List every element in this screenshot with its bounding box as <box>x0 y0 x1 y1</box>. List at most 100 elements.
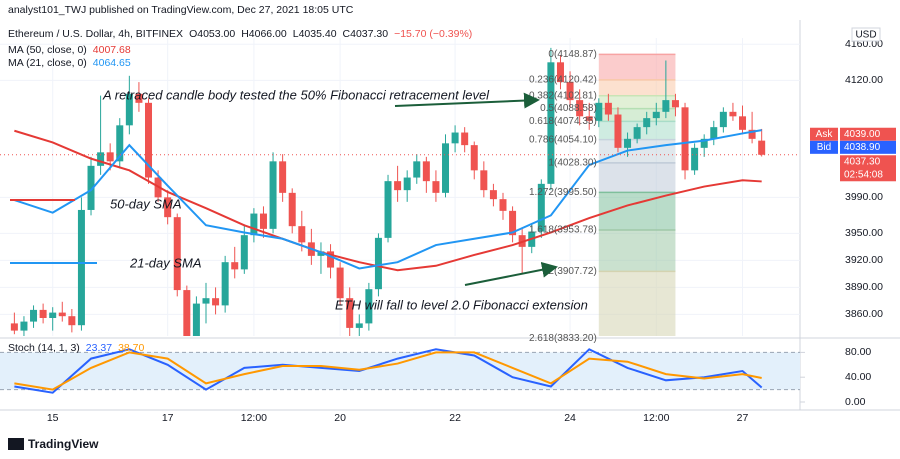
candle-body <box>432 181 440 193</box>
candle-body <box>288 192 296 227</box>
series-line <box>14 129 762 272</box>
candle-body <box>758 140 766 155</box>
candle-body <box>116 125 124 162</box>
candle-body <box>710 127 718 139</box>
candle-body <box>576 100 584 117</box>
candle-body <box>499 199 507 211</box>
fib-label: 0.618(4074.35) <box>529 116 597 127</box>
annotation: ETH will fall to level 2.0 Fibonacci ext… <box>335 297 588 312</box>
price-box-name: Bid <box>817 142 831 153</box>
candle-body <box>633 127 641 139</box>
candle-body <box>461 132 469 146</box>
y-tick-label: 3990.00 <box>845 191 883 203</box>
candle-body <box>202 298 210 304</box>
x-tick-label: 22 <box>449 412 461 424</box>
legend-text: Ethereum / U.S. Dollar, 4h, BITFINEX <box>8 28 183 40</box>
price-box-label: 4038.90 <box>844 142 881 153</box>
fib-band <box>598 271 676 336</box>
candle-body <box>336 267 344 299</box>
candle-body <box>355 323 363 328</box>
countdown: 02:54:08 <box>844 169 883 180</box>
candle-body <box>346 298 354 328</box>
fib-label: 0.382(4102.81) <box>529 90 597 101</box>
annotation: 21-day SMA <box>129 255 202 270</box>
fib-band <box>598 54 676 80</box>
x-tick-label: 24 <box>564 412 576 424</box>
y-tick-label: 80.00 <box>845 346 871 358</box>
candle-body <box>30 309 38 322</box>
candle-body <box>87 165 95 210</box>
candle-body <box>20 321 28 331</box>
candle-body <box>39 309 47 318</box>
legend-text: Stoch (14, 1, 3) <box>8 342 80 354</box>
x-tick-label: 12:00 <box>643 412 669 424</box>
candle-body <box>681 107 689 171</box>
fib-label: 0.5(4088.58) <box>540 103 597 114</box>
candle-body <box>451 132 459 144</box>
arrow <box>394 92 540 109</box>
candle-body <box>183 290 191 336</box>
candle-body <box>97 152 105 166</box>
legend-text: −15.70 (−0.39%) <box>394 28 472 40</box>
candle-body <box>212 298 220 306</box>
candle-body <box>662 100 670 112</box>
candle-body <box>240 235 248 270</box>
price-box-label: 4037.30 <box>844 156 881 167</box>
candle-body <box>470 145 478 171</box>
currency: USD <box>855 30 876 41</box>
legend-entry: MA (50, close, 0) 4007.68 <box>8 44 131 56</box>
candle-body <box>719 111 727 128</box>
candle-body <box>106 152 114 162</box>
price-box <box>840 127 896 141</box>
candle-body <box>652 111 660 119</box>
legend-text: O4053.00 <box>189 28 235 40</box>
candle-body <box>547 62 555 184</box>
candle-body <box>691 147 699 171</box>
candle-body <box>298 226 306 243</box>
candle-body <box>614 114 622 148</box>
candle-body <box>365 289 373 324</box>
x-tick-label: 20 <box>334 412 346 424</box>
legend-text: C4037.30 <box>343 28 389 40</box>
candle-body <box>509 210 517 236</box>
candle-body <box>10 323 18 331</box>
candle-body <box>624 138 632 148</box>
candle-body <box>480 170 488 191</box>
fib-label: 0.786(4054.10) <box>529 134 597 145</box>
y-tick-label: 3860.00 <box>845 308 883 320</box>
candle-body <box>384 181 392 238</box>
y-tick-label: 3950.00 <box>845 227 883 239</box>
y-tick-label: 3920.00 <box>845 254 883 266</box>
candle-body <box>604 102 612 115</box>
fib-band <box>598 79 676 96</box>
candle-body <box>49 312 57 318</box>
candle-body <box>394 181 402 191</box>
series-line <box>14 129 762 270</box>
currency-box <box>851 27 881 42</box>
candle-body <box>259 213 267 229</box>
candle-body <box>327 251 335 268</box>
legend-text: 4064.65 <box>93 57 131 69</box>
candle-body <box>125 93 133 126</box>
fib-label: 2(3907.72) <box>548 266 596 277</box>
legend-text: MA (50, close, 0) <box>8 44 87 56</box>
legend-text: 4007.68 <box>93 44 131 56</box>
legend-text: MA (21, close, 0) <box>8 57 87 69</box>
author: analyst101_TWJ published on TradingView.… <box>8 4 354 16</box>
candle-body <box>317 251 325 256</box>
y-tick-label: 4120.00 <box>845 74 883 86</box>
candle-body <box>422 161 430 182</box>
annotation: A retraced candle body tested the 50% Fi… <box>102 87 490 102</box>
candle-body <box>279 161 287 193</box>
x-tick-label: 17 <box>162 412 174 424</box>
legend-entry: MA (21, close, 0) 4064.65 <box>8 57 131 69</box>
arrow <box>464 261 558 286</box>
candle-body <box>643 118 651 128</box>
candle-body <box>566 82 574 101</box>
fib-label: 0(4148.87) <box>548 49 596 60</box>
footer: TradingView <box>28 437 99 451</box>
candle-body <box>537 183 545 232</box>
y-tick-label: 0.00 <box>845 396 866 408</box>
candle-body <box>58 312 66 317</box>
